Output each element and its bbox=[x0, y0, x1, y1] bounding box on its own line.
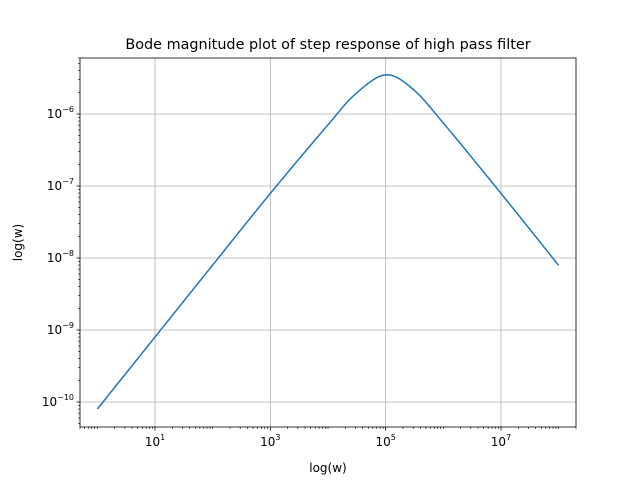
x-tick-label: 107 bbox=[491, 433, 511, 449]
grid bbox=[80, 58, 576, 427]
y-tick-label: 10−10 bbox=[42, 393, 74, 409]
ticks: 101 103 105 107 10−10 10−9 10−8 10−7 10−6 bbox=[42, 57, 577, 449]
y-axis-label: log(w) bbox=[11, 224, 25, 261]
y-tick-label: 10−8 bbox=[47, 249, 74, 265]
y-tick-label: 10−7 bbox=[47, 177, 74, 193]
x-axis-label: log(w) bbox=[309, 461, 346, 475]
y-tick-label: 10−6 bbox=[47, 105, 74, 121]
x-tick-label: 105 bbox=[375, 433, 395, 449]
chart-title: Bode magnitude plot of step response of … bbox=[125, 37, 530, 53]
series-lines bbox=[96, 74, 560, 410]
series-line bbox=[96, 74, 560, 410]
y-tick-label: 10−9 bbox=[47, 321, 74, 337]
x-tick-label: 103 bbox=[260, 433, 280, 449]
x-tick-label: 101 bbox=[145, 433, 165, 449]
